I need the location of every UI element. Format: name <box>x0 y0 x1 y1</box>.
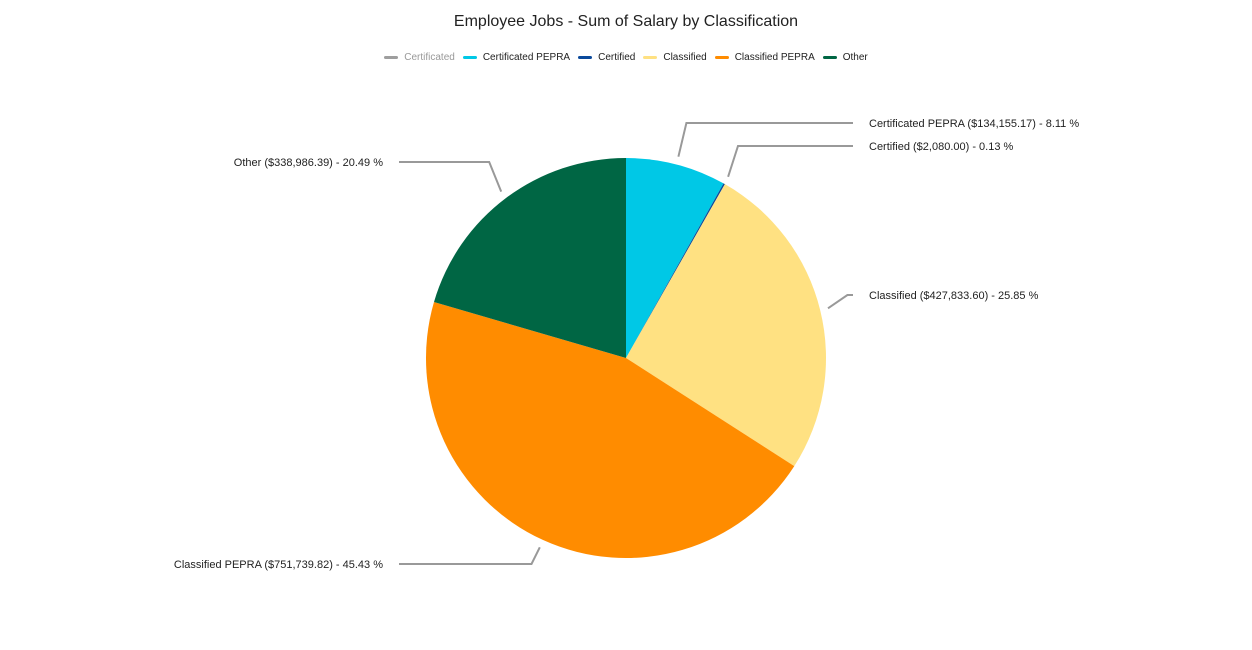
legend-label: Classified <box>663 52 707 63</box>
slice-label-other: Other ($338,986.39) - 20.49 % <box>234 157 383 169</box>
legend-item-certified[interactable]: Certified <box>578 52 635 63</box>
slice-label-classified-pepra: Classified PEPRA ($751,739.82) - 45.43 % <box>174 559 383 571</box>
legend-item-certificated[interactable]: Certificated <box>384 52 455 63</box>
pie-slice-certificated-pepra[interactable] <box>626 158 724 358</box>
legend-swatch <box>714 56 729 59</box>
legend-swatch <box>578 56 593 59</box>
pie-slice-other[interactable] <box>433 158 626 358</box>
legend-label: Certificated PEPRA <box>482 52 571 63</box>
pie-labels: Certificated PEPRA ($134,155.17) - 8.11 … <box>174 118 1079 571</box>
legend-item-other[interactable]: Other <box>822 52 868 63</box>
legend-item-certificated-pepra[interactable]: Certificated PEPRA <box>462 52 571 63</box>
pie-slice-certified[interactable] <box>626 183 725 358</box>
legend-label: Other <box>842 52 868 63</box>
legend-label: Certificated <box>404 52 455 63</box>
pie-slices <box>425 158 827 559</box>
legend-item-classified-pepra[interactable]: Classified PEPRA <box>714 52 815 63</box>
chart-legend: Certificated Certificated PEPRA Certifie… <box>0 52 1252 63</box>
pie-leader-lines <box>399 122 853 565</box>
legend-swatch <box>643 56 658 59</box>
legend-item-classified[interactable]: Classified <box>643 52 707 63</box>
slice-label-classified: Classified ($427,833.60) - 25.85 % <box>869 290 1039 302</box>
legend-swatch <box>462 56 477 59</box>
legend-swatch <box>822 56 837 59</box>
leader-line-other <box>399 161 503 192</box>
pie-slice-classified-pepra[interactable] <box>425 302 795 559</box>
leader-line-classified-pepra <box>399 546 541 565</box>
slice-label-certified: Certified ($2,080.00) - 0.13 % <box>869 141 1014 153</box>
pie-slice-classified[interactable] <box>626 184 827 467</box>
legend-label: Certified <box>598 52 636 63</box>
chart-title: Employee Jobs - Sum of Salary by Classif… <box>453 13 799 30</box>
slice-label-certificated-pepra: Certificated PEPRA ($134,155.17) - 8.11 … <box>869 118 1079 130</box>
leader-line-classified <box>827 294 853 310</box>
leader-line-certificated-pepra <box>677 122 853 157</box>
legend-swatch <box>384 56 399 59</box>
legend-label: Classified PEPRA <box>734 52 815 63</box>
leader-line-certified <box>727 145 853 178</box>
